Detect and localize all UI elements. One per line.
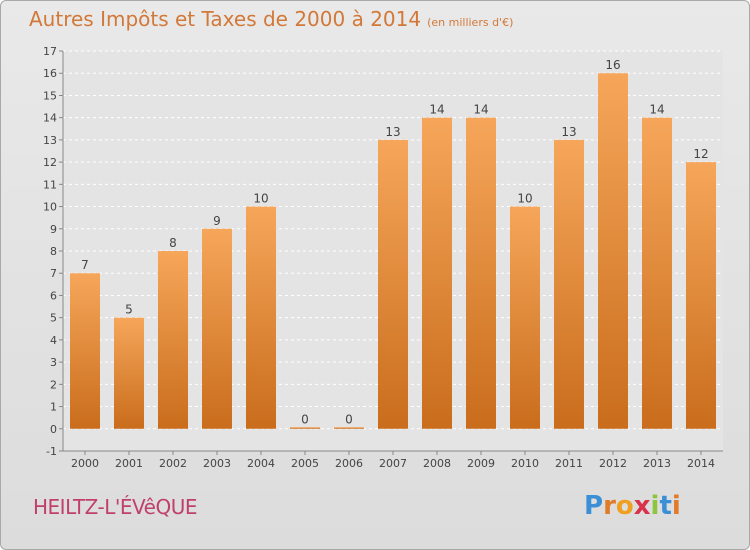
y-tick-label: 7 <box>50 267 57 280</box>
y-tick-label: 9 <box>50 223 57 236</box>
y-tick-label: 3 <box>50 356 57 369</box>
data-label: 0 <box>301 412 309 426</box>
bar <box>510 206 540 429</box>
logo-letter: r <box>603 491 616 521</box>
x-tick-label: 2006 <box>335 457 363 470</box>
x-tick-label: 2012 <box>599 457 627 470</box>
data-label: 10 <box>517 192 532 206</box>
bar <box>202 228 232 429</box>
data-label: 14 <box>649 103 664 117</box>
logo-letter: i <box>650 491 660 521</box>
y-tick-label: -1 <box>46 445 57 458</box>
bar <box>334 427 364 429</box>
data-label: 8 <box>169 236 177 250</box>
x-tick-label: 2007 <box>379 457 407 470</box>
data-label: 10 <box>253 192 268 206</box>
title-text: Autres Impôts et Taxes de 2000 à 2014 <box>29 7 422 31</box>
y-tick-label: 1 <box>50 401 57 414</box>
y-tick-label: 5 <box>50 312 57 325</box>
bar <box>158 251 188 429</box>
logo-letter: P <box>584 491 604 521</box>
x-tick-label: 2000 <box>71 457 99 470</box>
logo-letter: x <box>633 491 651 521</box>
x-tick-label: 2013 <box>643 457 671 470</box>
bar <box>466 117 496 429</box>
x-tick-label: 2005 <box>291 457 319 470</box>
data-label: 13 <box>385 125 400 139</box>
y-tick-label: 17 <box>43 45 57 58</box>
bar <box>598 73 628 429</box>
chart-title: Autres Impôts et Taxes de 2000 à 2014 (en… <box>29 7 513 31</box>
logo-letter: o <box>615 491 634 521</box>
y-tick-label: 0 <box>50 423 57 436</box>
y-tick-label: 13 <box>43 134 57 147</box>
y-tick-label: 8 <box>50 245 57 258</box>
x-tick-label: 2003 <box>203 457 231 470</box>
x-tick-label: 2004 <box>247 457 275 470</box>
x-tick-label: 2002 <box>159 457 187 470</box>
y-tick-label: 12 <box>43 156 57 169</box>
x-tick-label: 2001 <box>115 457 143 470</box>
data-label: 12 <box>693 147 708 161</box>
data-label: 7 <box>81 258 89 272</box>
x-tick-label: 2010 <box>511 457 539 470</box>
y-tick-label: 10 <box>43 201 57 214</box>
bar <box>642 117 672 429</box>
y-tick-label: 11 <box>43 178 57 191</box>
bar <box>246 206 276 429</box>
y-tick-label: 15 <box>43 89 57 102</box>
x-tick-label: 2014 <box>687 457 715 470</box>
data-label: 9 <box>213 214 221 228</box>
logo-letter: t <box>659 491 672 521</box>
bar <box>378 139 408 429</box>
bar <box>290 427 320 429</box>
proxiti-logo: Proxiti <box>584 491 681 521</box>
y-tick-label: 2 <box>50 378 57 391</box>
data-label: 5 <box>125 303 133 317</box>
x-tick-label: 2009 <box>467 457 495 470</box>
bar <box>686 162 716 429</box>
bar <box>554 139 584 429</box>
data-label: 0 <box>345 412 353 426</box>
y-tick-label: 16 <box>43 67 57 80</box>
bar <box>422 117 452 429</box>
commune-name: HEILTZ-L'ÉVêQUE <box>33 495 197 519</box>
bar <box>70 273 100 429</box>
y-tick-label: 6 <box>50 289 57 302</box>
data-label: 16 <box>605 58 620 72</box>
x-tick-label: 2008 <box>423 457 451 470</box>
data-label: 13 <box>561 125 576 139</box>
y-tick-label: 4 <box>50 334 57 347</box>
data-label: 14 <box>473 103 488 117</box>
bar <box>114 317 144 429</box>
x-tick-label: 2011 <box>555 457 583 470</box>
logo-letter: i <box>671 491 681 521</box>
unit-label: (en milliers d'€) <box>427 16 514 29</box>
y-tick-label: 14 <box>43 112 57 125</box>
data-label: 14 <box>429 103 444 117</box>
